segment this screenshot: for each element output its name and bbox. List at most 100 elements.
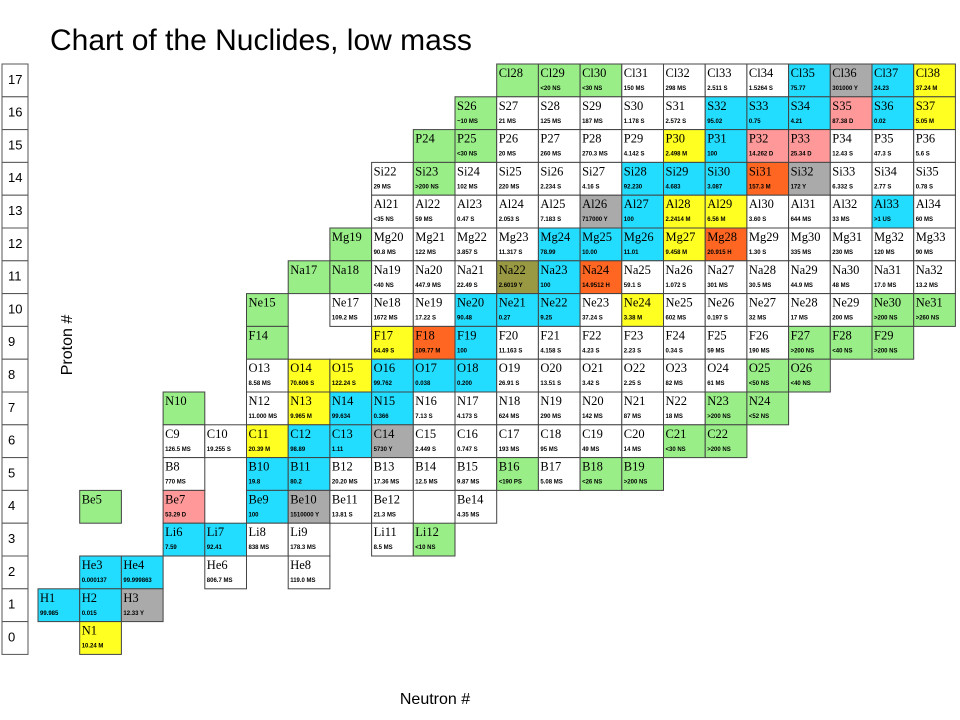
nuclide-note: 447.9 MS (415, 283, 441, 289)
nuclide-note: >200 NS (874, 316, 898, 322)
nuclide-cell (454, 457, 498, 491)
nuclide-note: 190 MS (749, 348, 770, 354)
nuclide-note: 95 MS (540, 447, 557, 453)
nuclide-cell (329, 260, 373, 295)
nuclide-cell (579, 424, 623, 459)
nuclide-name: C9 (165, 427, 180, 441)
nuclide-name: S37 (916, 99, 935, 113)
nuclide-name: Be14 (457, 492, 484, 506)
nuclide-note: 290 MS (540, 414, 561, 420)
nuclide-note: 260 MS (540, 152, 561, 158)
nuclide-name: B10 (249, 460, 270, 474)
nuclide-name: Si35 (916, 164, 939, 178)
nuclide-note: 48 MS (832, 283, 849, 289)
nuclide-name: S30 (624, 99, 643, 113)
nuclide-name: S36 (874, 99, 893, 113)
nuclide-name: Al31 (791, 197, 816, 211)
nuclide-note: 0.015 (82, 611, 98, 617)
nuclide-note: 270.3 MS (582, 152, 608, 158)
nuclide-name: B12 (332, 460, 353, 474)
nuclide-cell (412, 161, 456, 196)
nuclide-note: 200 MS (832, 316, 853, 322)
nuclide-note: 2.6019 Y (499, 283, 523, 289)
nuclide-note: ~10 MS (457, 119, 478, 125)
nuclide-cell (829, 63, 873, 98)
nuclide-cell (454, 489, 498, 524)
nuclide-name: Ne19 (415, 296, 442, 310)
nuclide-cell (371, 194, 414, 229)
nuclide-note: 4.158 S (540, 348, 561, 354)
nuclide-cell (788, 227, 831, 262)
nuclide-note: 10.00 (582, 250, 598, 256)
nuclide-note: 0.75 (749, 119, 761, 125)
nuclide-name: N22 (666, 394, 688, 408)
nuclide-name: C20 (624, 427, 645, 441)
nuclide-name: Mg32 (874, 230, 904, 244)
nuclide-name: P29 (624, 132, 643, 146)
nuclide-note: 0.34 S (666, 348, 683, 354)
nuclide-cell (579, 227, 623, 262)
nuclide-note: <190 PS (499, 480, 522, 486)
nuclide-note: 122 MS (415, 250, 436, 256)
nuclide-note: 193 MS (499, 447, 520, 453)
nuclide-note: 5.6 S (916, 152, 930, 158)
nuclide-name: Al30 (749, 197, 774, 211)
nuclide-name: Na28 (749, 263, 776, 277)
nuclide-name: Mg19 (332, 230, 362, 244)
nuclide-note: 19.255 S (207, 447, 231, 453)
nuclide-name: Mg21 (415, 230, 445, 244)
nuclide-name: Li7 (207, 525, 224, 539)
nuclide-note: 102 MS (457, 184, 478, 190)
nuclide-note: 0.200 (457, 381, 473, 387)
nuclide-name: Si24 (457, 164, 481, 178)
nuclide-note: 4.173 S (457, 414, 478, 420)
nuclide-note: 335 MS (791, 250, 812, 256)
nuclide-note: 0.78 S (916, 184, 933, 190)
nuclide-note: 717000 Y (582, 217, 608, 223)
nuclide-cell (537, 293, 581, 327)
nuclide-name: F19 (457, 328, 476, 342)
nuclide-note: 3.60 S (749, 217, 766, 223)
nuclide-cell (913, 293, 956, 327)
nuclide-note: 298 MS (666, 86, 687, 92)
nuclide-name: Ne30 (874, 296, 901, 310)
nuclide-cell (621, 96, 664, 131)
nuclide-note: <40 NS (832, 348, 852, 354)
nuclide-cell (120, 555, 164, 590)
nuclide-name: P33 (791, 132, 810, 146)
nuclide-cell (871, 194, 915, 229)
nuclide-name: O13 (249, 361, 271, 375)
nuclide-cell (621, 391, 664, 426)
row-label-box (1, 129, 29, 163)
nuclide-note: 8.5 MS (374, 545, 393, 551)
nuclide-cell (412, 227, 456, 262)
nuclide-name: C18 (540, 427, 561, 441)
nuclide-note: >200 NS (624, 480, 648, 486)
nuclide-cell (621, 358, 664, 393)
nuclide-cell (537, 161, 581, 196)
nuclide-name: O22 (624, 361, 646, 375)
nuclide-note: <20 NS (540, 86, 560, 92)
nuclide-cell (746, 260, 790, 295)
nuclide-name: Ne27 (749, 296, 776, 310)
nuclide-note: 1.30 S (749, 250, 766, 256)
nuclide-name: P36 (916, 132, 935, 146)
nuclide-note: 14.262 D (749, 152, 774, 158)
nuclide-cell (746, 161, 790, 196)
nuclide-name: S27 (499, 99, 518, 113)
nuclide-note: 78.99 (540, 250, 556, 256)
nuclide-name: Cl38 (916, 66, 940, 80)
nuclide-cell (704, 96, 748, 131)
nuclide-name: F28 (832, 328, 851, 342)
nuclide-name: He8 (290, 558, 311, 572)
nuclide-name: Ne21 (499, 296, 526, 310)
nuclide-name: Si25 (499, 164, 522, 178)
row-label: 0 (8, 629, 15, 644)
nuclide-note: 187 MS (582, 119, 603, 125)
nuclide-note: 20 MS (499, 152, 516, 158)
nuclide-name: Be10 (290, 492, 316, 506)
nuclide-note: 157.3 M (749, 184, 771, 190)
nuclide-name: Al23 (457, 197, 482, 211)
nuclide-note: 150 MS (624, 86, 645, 92)
nuclide-cell (704, 161, 748, 196)
